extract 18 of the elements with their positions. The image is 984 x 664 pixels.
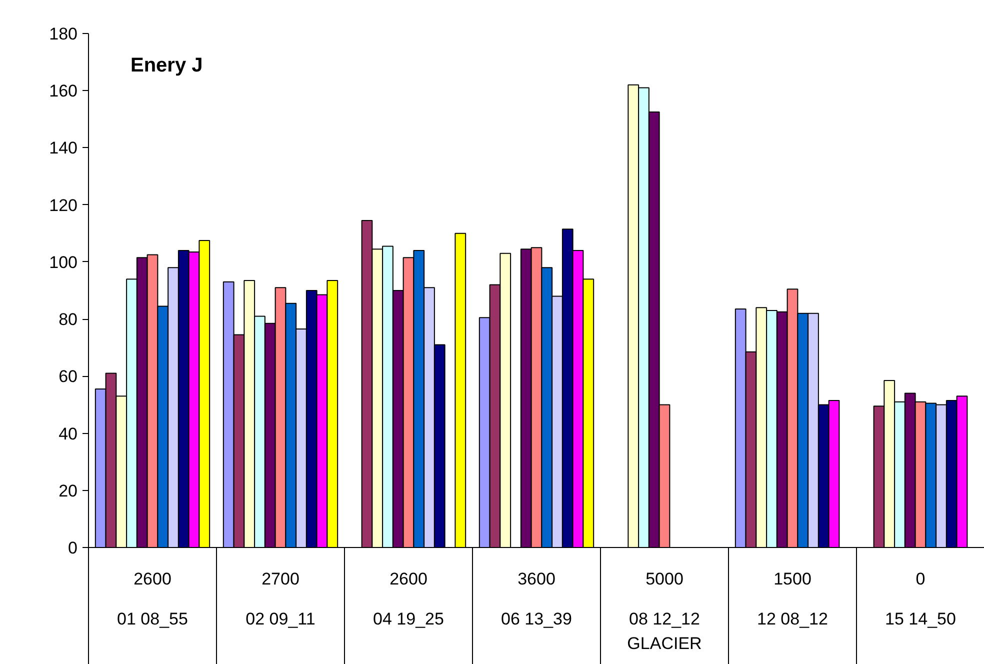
y-tick-label: 80	[58, 310, 78, 330]
category-label: 3600 06 13_39	[501, 570, 572, 628]
y-tick-label: 160	[49, 82, 78, 101]
category-label: 2600 04 19_25	[373, 570, 444, 628]
y-tick-label: 40	[58, 424, 78, 444]
category-label: 0 15 14_50	[885, 570, 956, 628]
y-tick-label: 140	[49, 138, 78, 158]
category-label: 2700 02 09_11	[246, 570, 316, 628]
category-label: 2600 01 08_55	[117, 570, 188, 628]
y-tick-label: 60	[58, 367, 78, 386]
category-label: 5000 08 12_12 GLACIER	[627, 570, 702, 654]
y-tick-label: 20	[58, 481, 78, 500]
category-label: 1500 12 08_12	[757, 570, 828, 628]
text: Enery J	[130, 54, 203, 76]
y-tick-label: 120	[49, 196, 78, 215]
y-tick-label: 0	[68, 538, 78, 558]
y-tick-label: 100	[49, 252, 78, 272]
y-tick-label: 180	[49, 24, 78, 44]
